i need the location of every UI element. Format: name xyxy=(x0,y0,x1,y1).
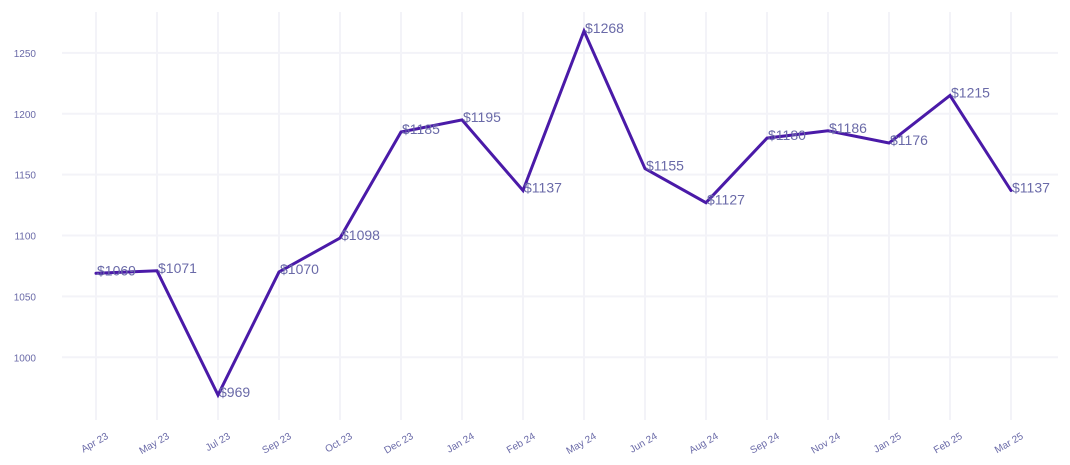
data-label: $1186 xyxy=(829,120,867,136)
x-tick-label: Jun 24 xyxy=(628,431,660,456)
data-label: $1071 xyxy=(158,260,197,276)
x-tick-label: Jul 23 xyxy=(204,431,233,454)
data-label: $1155 xyxy=(646,158,684,174)
y-tick-label: 1000 xyxy=(14,353,37,364)
data-label: $1098 xyxy=(341,227,380,243)
x-axis: Apr 23 May 23 Jul 23 Sep 23 Oct 23 Dec 23 Jan … xyxy=(79,431,1025,457)
x-tick-label: Apr 23 xyxy=(79,431,110,455)
x-tick-label: Sep 23 xyxy=(261,431,294,457)
x-tick-label: Jan 24 xyxy=(445,431,477,456)
grid xyxy=(62,12,1058,420)
data-label: $1137 xyxy=(524,179,562,195)
x-tick-label: Oct 23 xyxy=(323,431,354,455)
x-tick-label: Dec 23 xyxy=(383,431,416,457)
x-tick-label: Feb 25 xyxy=(932,431,965,456)
y-tick-label: 1050 xyxy=(14,292,37,303)
data-label: $1215 xyxy=(951,85,990,101)
y-axis: 1000 1050 1100 1150 1200 1250 xyxy=(14,49,37,364)
x-tick-label: Mar 25 xyxy=(993,431,1026,456)
data-label: $969 xyxy=(219,384,250,400)
series xyxy=(94,27,1013,399)
x-tick-label: May 24 xyxy=(565,431,599,457)
y-tick-label: 1100 xyxy=(14,232,36,243)
data-label: $1185 xyxy=(402,121,440,137)
x-tick-label: Sep 24 xyxy=(749,431,782,457)
x-tick-label: Nov 24 xyxy=(810,431,843,457)
data-label: $1176 xyxy=(890,132,928,148)
data-label: $1180 xyxy=(768,127,806,143)
data-label: $1069 xyxy=(97,262,136,278)
x-tick-label: May 23 xyxy=(138,431,172,457)
data-label: $1127 xyxy=(707,192,745,208)
y-tick-label: 1150 xyxy=(14,171,36,182)
y-tick-label: 1200 xyxy=(14,110,37,121)
series-line xyxy=(94,27,1013,399)
y-tick-label: 1250 xyxy=(14,49,37,60)
data-label: $1137 xyxy=(1012,179,1050,195)
x-tick-label: Jan 25 xyxy=(872,431,904,456)
x-tick-label: Aug 24 xyxy=(688,431,721,457)
data-label: $1268 xyxy=(585,20,624,36)
data-labels: $1069 $1071 $969 $1070 $1098 $1185 $1195 $1137 $… xyxy=(97,20,1050,400)
data-label: $1070 xyxy=(280,261,319,277)
data-label: $1195 xyxy=(463,109,501,125)
x-tick-label: Feb 24 xyxy=(505,431,538,456)
